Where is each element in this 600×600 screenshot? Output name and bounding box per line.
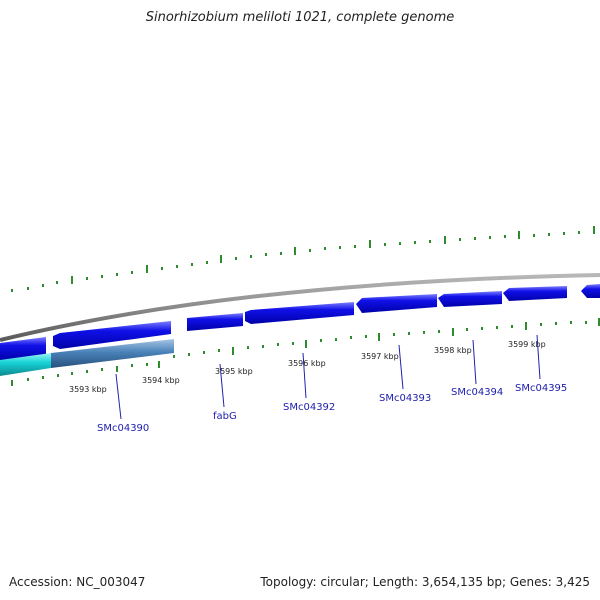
feature-steel[interactable] <box>51 339 174 368</box>
tick-label: 3594 kbp <box>142 376 180 385</box>
genome-title: Sinorhizobium meliloti 1021, complete ge… <box>145 10 455 25</box>
tick-label: 3595 kbp <box>215 367 253 376</box>
gene-arrow[interactable] <box>503 286 567 301</box>
gene-label-smc04395[interactable]: SMc04395 <box>515 383 567 394</box>
tick-label: 3599 kbp <box>508 340 546 349</box>
gene-arrow[interactable] <box>245 302 354 324</box>
tick-label: 3597 kbp <box>361 352 399 361</box>
gene-label-fabg[interactable]: fabG <box>213 411 237 422</box>
gene-arrow[interactable] <box>187 313 243 331</box>
forward-gene-track[interactable] <box>0 284 600 361</box>
gene-arrow[interactable] <box>581 284 600 298</box>
tick-label: 3593 kbp <box>69 385 107 394</box>
gene-label-smc04393[interactable]: SMc04393 <box>379 393 431 404</box>
gene-arrow[interactable] <box>0 337 46 361</box>
gene-label-smc04394[interactable]: SMc04394 <box>451 387 503 398</box>
feature-cyan[interactable] <box>0 353 51 376</box>
lower-tick-track <box>11 318 600 386</box>
tick-label: 3596 kbp <box>288 359 326 368</box>
genome-backbone <box>0 273 600 342</box>
gene-arrow[interactable] <box>438 291 502 307</box>
genome-summary: Topology: circular; Length: 3,654,135 bp… <box>260 575 590 589</box>
gene-arrow[interactable] <box>356 294 437 313</box>
tick-label: 3598 kbp <box>434 346 472 355</box>
upper-dot-track <box>11 226 595 292</box>
gene-arrow[interactable] <box>53 321 171 349</box>
accession-label: Accession: NC_003047 <box>9 575 146 589</box>
gene-label-smc04390[interactable]: SMc04390 <box>97 423 149 434</box>
label-leaders <box>115 334 541 420</box>
gene-label-smc04392[interactable]: SMc04392 <box>283 402 335 413</box>
